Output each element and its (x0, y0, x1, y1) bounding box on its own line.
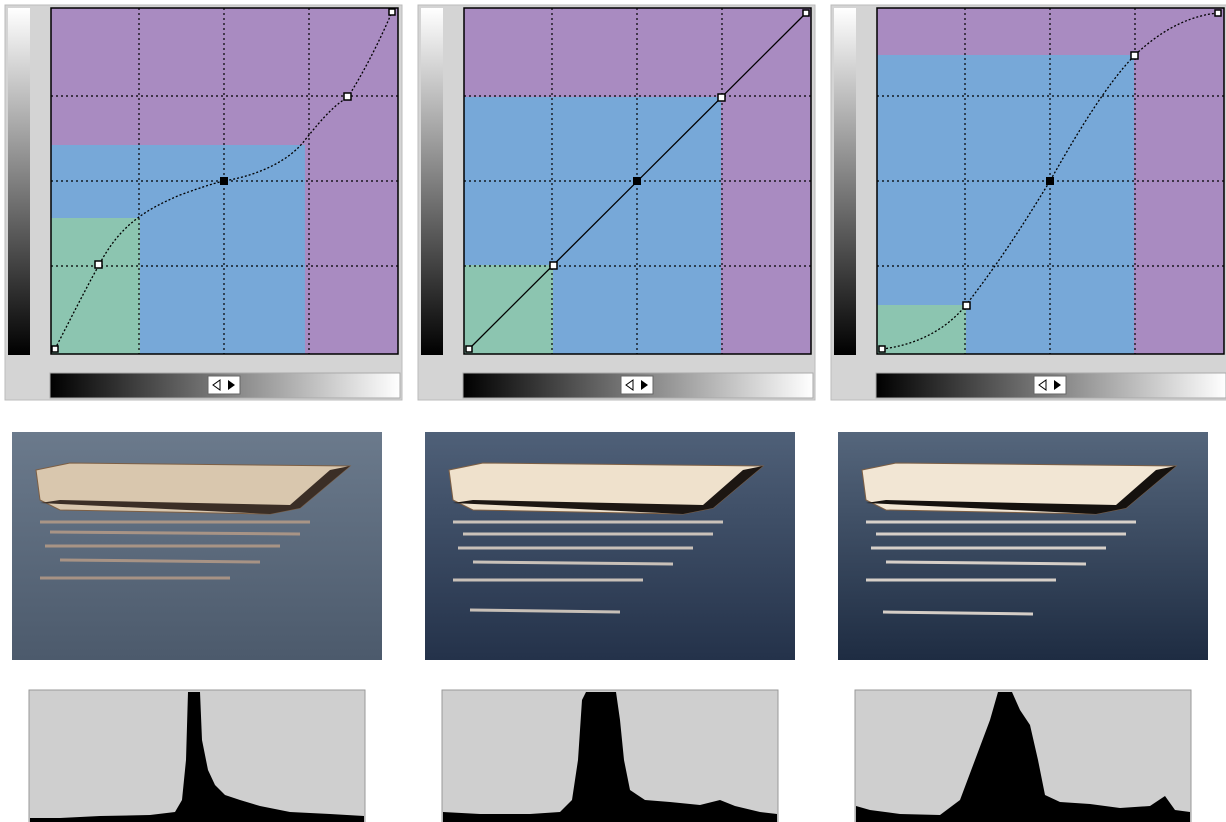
curve-panel[interactable] (5, 5, 402, 400)
histogram (442, 690, 778, 822)
curve-panel[interactable] (831, 5, 1226, 400)
photo (838, 432, 1208, 660)
photo (12, 432, 382, 660)
photo (425, 432, 795, 660)
curve-panel[interactable] (418, 5, 815, 400)
histogram (29, 690, 365, 822)
screen (0, 0, 1226, 822)
canvas (0, 0, 1226, 822)
histogram (855, 690, 1191, 822)
